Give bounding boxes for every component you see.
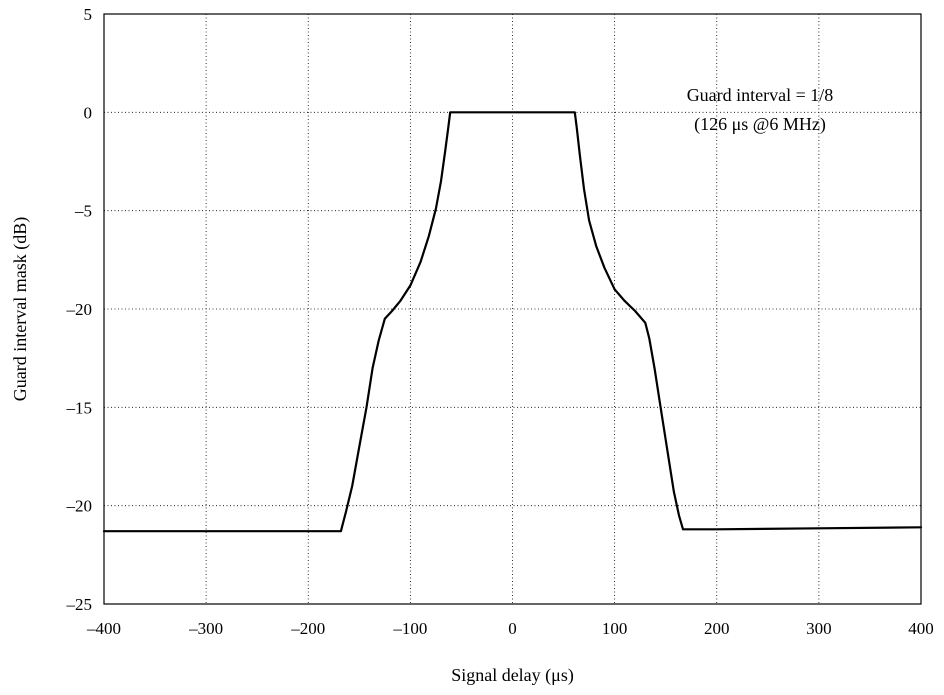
x-tick-label: –200 (290, 619, 325, 638)
annotation-line-1: Guard interval = 1/8 (687, 85, 834, 105)
y-axis-tick-labels: 5 0 –5 –20 –15 –20 –25 (66, 5, 93, 614)
x-tick-label: 300 (806, 619, 832, 638)
x-tick-label: –100 (392, 619, 427, 638)
y-tick-label: 0 (84, 103, 93, 122)
x-tick-label: 400 (908, 619, 934, 638)
x-axis-label: Signal delay (μs) (451, 665, 574, 686)
x-tick-label: –400 (86, 619, 121, 638)
x-tick-label: 100 (602, 619, 628, 638)
guard-interval-mask-line (102, 111, 923, 533)
y-tick-label: 5 (84, 5, 93, 24)
x-tick-label: 200 (704, 619, 730, 638)
x-axis-tick-labels: –400 –300 –200 –100 0 100 200 300 400 (86, 619, 934, 638)
y-tick-label: –20 (66, 497, 93, 516)
annotation-line-2: (126 μs @6 MHz) (694, 114, 826, 135)
y-tick-label: –25 (66, 595, 93, 614)
y-axis-label: Guard interval mask (dB) (10, 217, 31, 401)
x-tick-label: 0 (508, 619, 517, 638)
x-tick-label: –300 (188, 619, 223, 638)
y-tick-label: –15 (66, 398, 93, 417)
y-tick-label: –20 (66, 300, 93, 319)
plot-frame (103, 13, 922, 605)
y-tick-label: –5 (74, 202, 92, 221)
